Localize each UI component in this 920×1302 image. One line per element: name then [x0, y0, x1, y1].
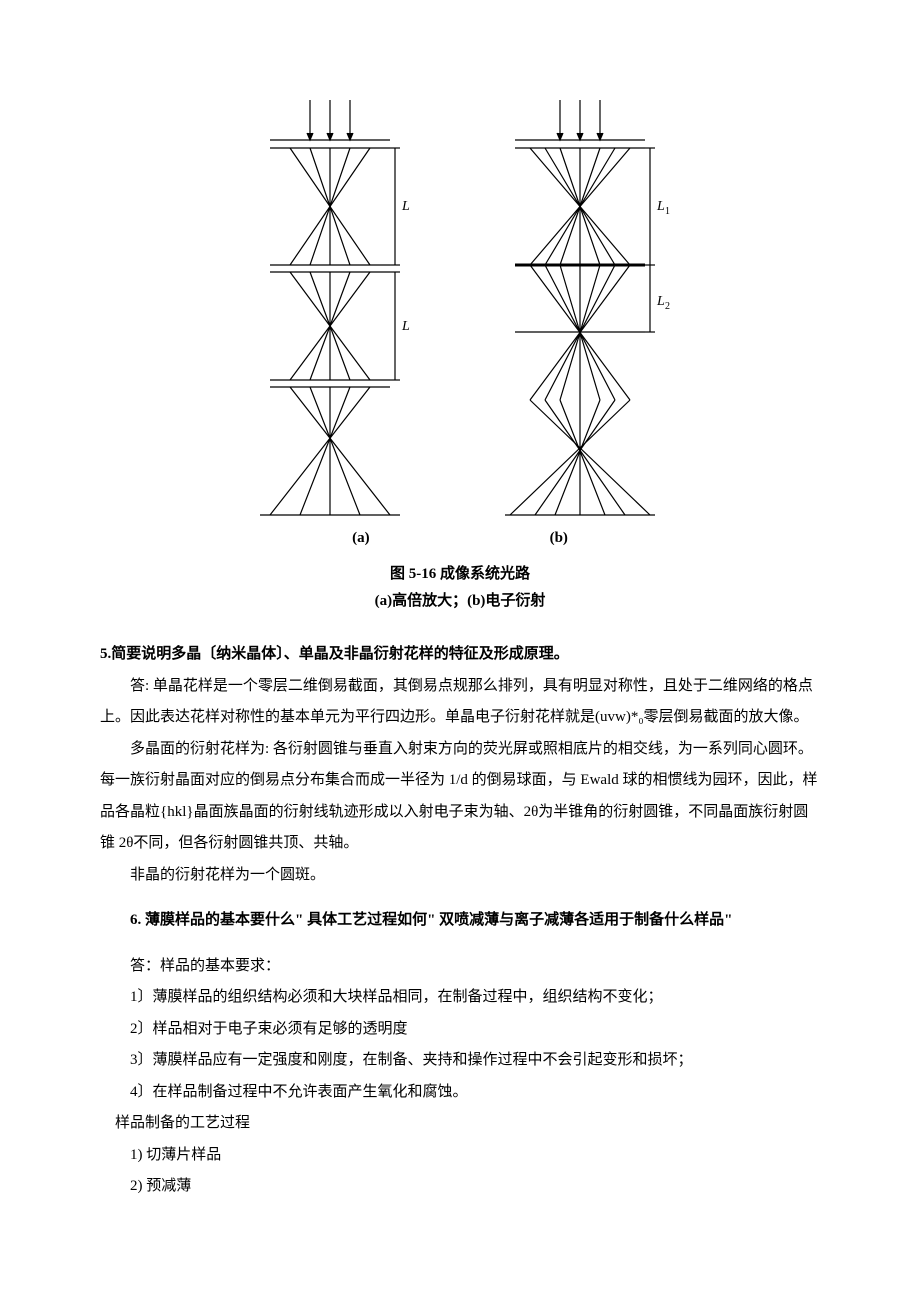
q5-p1: 答: 单晶花样是一个零层二维倒易截面，其倒易点规那么排列，具有明显对称性，且处于… — [100, 671, 820, 734]
svg-text:L: L — [656, 199, 665, 214]
label-b: (b) — [550, 530, 568, 547]
diagram-a: L 1 L 2 — [250, 100, 410, 520]
svg-text:L: L — [656, 294, 665, 309]
q6-req2: 2〕样品相对于电子束必须有足够的透明度 — [100, 1014, 820, 1046]
q5-p3: 非晶的衍射花样为一个圆斑。 — [100, 860, 820, 892]
caption-line1: 图 5-16 成像系统光路 — [100, 561, 820, 588]
diagram-b: L 1 L 2 — [490, 100, 670, 520]
q6-heading: 6. 薄膜样品的基本要什么" 具体工艺过程如何" 双喷减薄与离子减薄各适用于制备… — [100, 905, 820, 937]
q5-heading: 5.简要说明多晶〔纳米晶体〕、单晶及非晶衍射花样的特征及形成原理。 — [100, 639, 820, 671]
svg-text:L: L — [401, 199, 410, 214]
label-a: (a) — [352, 530, 370, 547]
caption-line2: (a)高倍放大；(b)电子衍射 — [100, 588, 820, 615]
q5-p2: 多晶面的衍射花样为: 各衍射圆锥与垂直入射束方向的荧光屏或照相底片的相交线，为一… — [100, 734, 820, 860]
figure-caption: 图 5-16 成像系统光路 (a)高倍放大；(b)电子衍射 — [100, 561, 820, 615]
svg-text:1: 1 — [665, 206, 670, 217]
q6-proc-heading: 样品制备的工艺过程 — [100, 1108, 820, 1140]
svg-text:2: 2 — [665, 301, 670, 312]
q6-req4: 4〕在样品制备过程中不允许表面产生氧化和腐蚀。 — [100, 1077, 820, 1109]
q6-proc2: 2) 预减薄 — [100, 1171, 820, 1203]
figure-container: L 1 L 2 — [100, 100, 820, 520]
content-body: 5.简要说明多晶〔纳米晶体〕、单晶及非晶衍射花样的特征及形成原理。 答: 单晶花… — [100, 639, 820, 1203]
q6-req1: 1〕薄膜样品的组织结构必须和大块样品相同，在制备过程中，组织结构不变化； — [100, 982, 820, 1014]
q6-req3: 3〕薄膜样品应有一定强度和刚度，在制备、夹持和操作过程中不会引起变形和损坏； — [100, 1045, 820, 1077]
svg-text:L: L — [401, 319, 410, 334]
figure-sublabels: (a) (b) — [100, 530, 820, 547]
q6-ans-intro: 答：样品的基本要求： — [100, 951, 820, 983]
q6-proc1: 1) 切薄片样品 — [100, 1140, 820, 1172]
